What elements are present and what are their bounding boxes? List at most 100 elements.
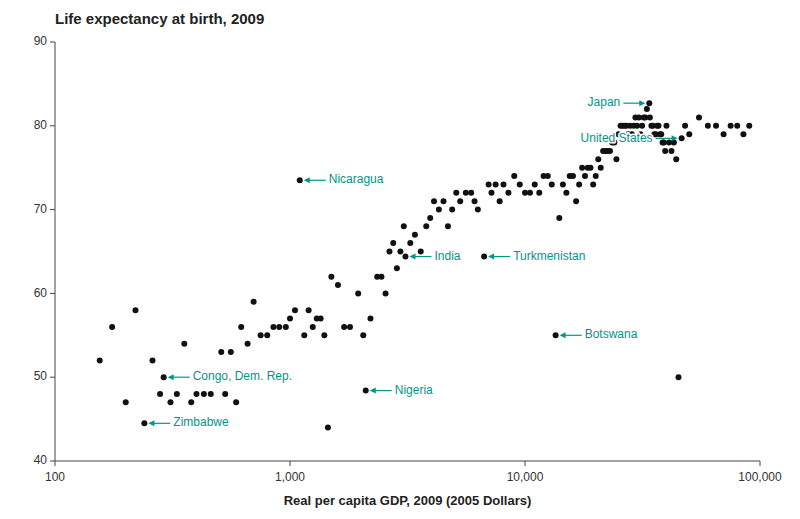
point xyxy=(407,240,413,246)
annotation: Nicaragua xyxy=(304,172,384,186)
point xyxy=(401,223,407,229)
point xyxy=(270,324,276,330)
point xyxy=(383,290,389,296)
annotation-arrow xyxy=(656,138,673,139)
annotation: United States xyxy=(581,131,678,145)
point xyxy=(363,388,369,394)
point xyxy=(644,106,650,112)
point xyxy=(713,123,719,129)
point xyxy=(201,391,207,397)
point xyxy=(517,181,523,187)
point xyxy=(141,420,147,426)
point xyxy=(222,391,228,397)
point xyxy=(570,173,576,179)
point xyxy=(347,324,353,330)
annotation-arrowhead xyxy=(560,332,566,338)
point xyxy=(595,156,601,162)
point xyxy=(481,254,487,260)
y-tick-label: 80 xyxy=(34,118,48,132)
point xyxy=(188,399,194,405)
point xyxy=(740,131,746,137)
annotation: Japan xyxy=(588,95,646,109)
annotation: Turkmenistan xyxy=(488,249,585,263)
point xyxy=(251,299,257,305)
annotation-arrowhead xyxy=(304,177,310,183)
point xyxy=(705,123,711,129)
point xyxy=(283,324,289,330)
point xyxy=(328,274,334,280)
point xyxy=(588,165,594,171)
point xyxy=(233,399,239,405)
point xyxy=(167,399,173,405)
point xyxy=(412,232,418,238)
x-tick xyxy=(55,461,56,466)
point xyxy=(573,198,579,204)
x-axis-label: Real per capita GDP, 2009 (2005 Dollars) xyxy=(284,493,532,508)
point xyxy=(734,123,740,129)
point xyxy=(475,207,481,213)
point xyxy=(97,357,103,363)
point xyxy=(607,148,613,154)
point xyxy=(181,341,187,347)
annotation: Botswana xyxy=(560,327,638,341)
point xyxy=(123,399,129,405)
point xyxy=(318,316,324,322)
annotation-label: India xyxy=(434,249,460,263)
point xyxy=(445,223,451,229)
annotation-label: Japan xyxy=(588,95,621,109)
point xyxy=(556,215,562,221)
point xyxy=(673,156,679,162)
point xyxy=(656,123,662,129)
annotation-arrowhead xyxy=(639,100,645,106)
point xyxy=(486,181,492,187)
y-tick-label: 50 xyxy=(34,369,48,383)
point xyxy=(721,131,727,137)
point xyxy=(276,324,282,330)
y-tick xyxy=(50,209,55,210)
annotation: Congo, Dem. Rep. xyxy=(168,369,292,383)
x-tick-label: 100,000 xyxy=(738,470,782,484)
annotation-arrowhead xyxy=(168,374,174,380)
y-axis-line xyxy=(55,42,56,461)
point xyxy=(682,123,688,129)
point xyxy=(696,114,702,120)
point xyxy=(728,123,734,129)
y-tick xyxy=(50,125,55,126)
point xyxy=(746,123,752,129)
point xyxy=(658,131,664,137)
point xyxy=(418,249,424,255)
point xyxy=(109,324,115,330)
point xyxy=(472,198,478,204)
chart: Life expectancy at birth, 20094050607080… xyxy=(0,0,800,519)
annotation-arrow xyxy=(309,180,326,181)
annotation-label: United States xyxy=(581,131,653,145)
point xyxy=(157,391,163,397)
point xyxy=(647,114,653,120)
point xyxy=(553,332,559,338)
point xyxy=(386,249,392,255)
title: Life expectancy at birth, 2009 xyxy=(55,10,264,27)
annotation: Zimbabwe xyxy=(148,415,229,429)
point xyxy=(174,391,180,397)
point xyxy=(208,391,214,397)
point xyxy=(457,198,463,204)
point xyxy=(579,165,585,171)
point xyxy=(297,177,303,183)
point xyxy=(560,181,566,187)
y-tick xyxy=(50,377,55,378)
point xyxy=(536,190,542,196)
point xyxy=(394,265,400,271)
point xyxy=(449,207,455,213)
point xyxy=(668,148,674,154)
annotation-arrowhead xyxy=(370,388,376,394)
point xyxy=(321,332,327,338)
point xyxy=(325,424,331,430)
point xyxy=(493,181,499,187)
point xyxy=(161,374,167,380)
point xyxy=(367,316,373,322)
point xyxy=(532,181,538,187)
annotation-label: Turkmenistan xyxy=(513,249,585,263)
point xyxy=(193,391,199,397)
point xyxy=(238,324,244,330)
annotation-label: Nigeria xyxy=(395,383,433,397)
